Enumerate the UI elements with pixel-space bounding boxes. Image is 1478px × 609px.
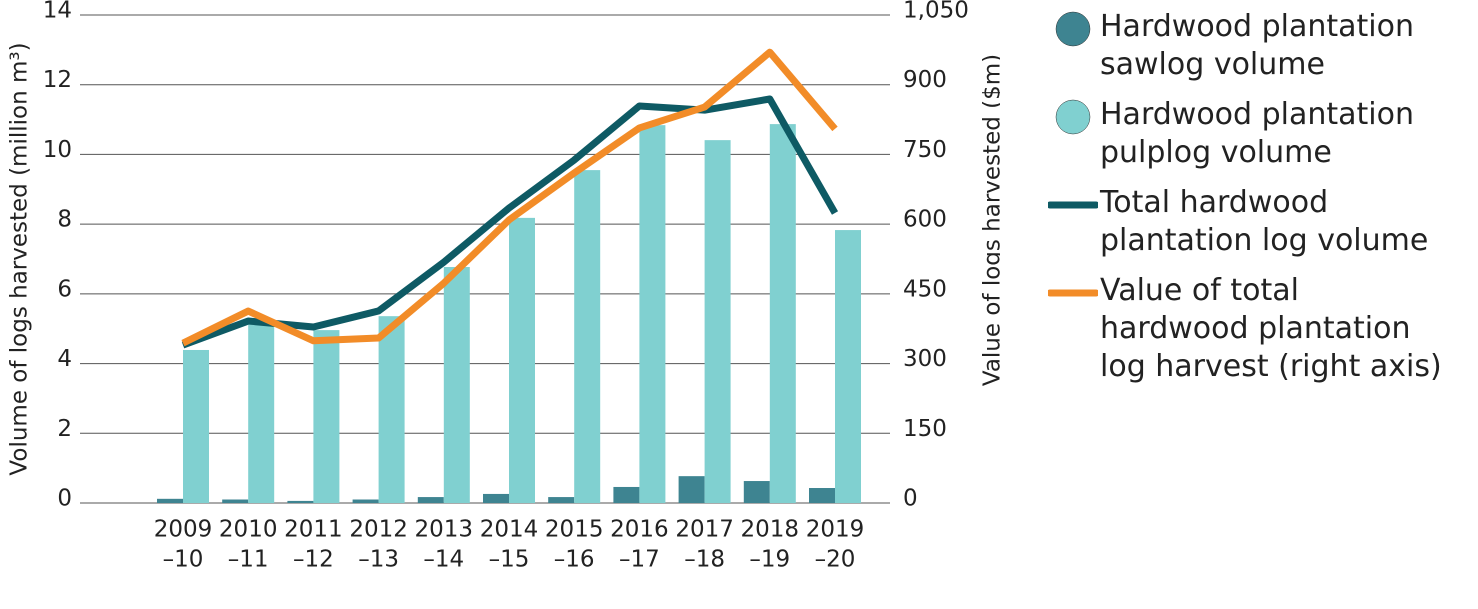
x-tick-label: 2013 — [415, 517, 474, 543]
legend-swatch — [1048, 201, 1098, 209]
y2-tick-label: 600 — [903, 207, 947, 233]
y2-tick-label: 750 — [903, 137, 947, 163]
x-tick-label: –12 — [293, 547, 334, 573]
legend-marker — [1055, 11, 1091, 47]
bar — [483, 493, 509, 503]
y2-tick-label: 150 — [903, 416, 947, 442]
y-tick-label: 10 — [43, 137, 72, 163]
bar — [548, 497, 575, 503]
bar — [417, 497, 444, 503]
x-tick-label: 2011 — [284, 517, 343, 543]
x-tick-label: –14 — [423, 547, 464, 573]
y-tick-label: 12 — [43, 67, 72, 93]
legend-label: Total hardwood plantation log volume — [1100, 185, 1429, 258]
x-tick-label: –10 — [163, 547, 204, 573]
x-tick-label: 2014 — [480, 517, 539, 543]
x-tick-label: –17 — [619, 547, 660, 573]
x-tick-label: 2010 — [219, 517, 278, 543]
y-tick-label: 14 — [43, 0, 72, 24]
y2-tick-label: 900 — [903, 67, 947, 93]
x-tick-label: 2019 — [806, 517, 865, 543]
bar — [222, 499, 249, 503]
x-tick-label: 2009 — [154, 517, 213, 543]
legend-label: Hardwood plantation pulplog volume — [1100, 97, 1415, 170]
x-tick-label: 2017 — [675, 517, 734, 543]
bar — [769, 124, 796, 504]
legend-item: Hardwood plantation pulplog volume — [1040, 96, 1450, 172]
legend-label: Hardwood plantation sawlog volume — [1100, 9, 1415, 82]
bar — [639, 125, 666, 504]
legend: Hardwood plantation sawlog volume Hardwoo… — [1040, 8, 1470, 398]
x-tick-label: –15 — [489, 547, 530, 573]
bar — [704, 140, 731, 503]
legend-item: Total hardwood plantation log volume — [1040, 184, 1450, 260]
legend-swatch — [1055, 11, 1091, 47]
bar — [378, 316, 405, 503]
bar — [352, 499, 379, 503]
y2-tick-label: 0 — [903, 486, 918, 512]
x-tick-label: –19 — [749, 547, 790, 573]
y-tick-label: 2 — [57, 416, 72, 442]
line-series — [181, 48, 838, 347]
y-tick-label: 4 — [57, 346, 72, 372]
bar — [183, 349, 209, 503]
x-tick-label: –11 — [228, 547, 269, 573]
bar — [509, 217, 535, 503]
y-tick-label: 6 — [57, 276, 72, 302]
legend-swatch — [1048, 289, 1098, 297]
bar — [443, 267, 470, 503]
y2-tick-label: 450 — [903, 276, 947, 302]
bar — [743, 481, 770, 503]
bar — [313, 330, 340, 503]
legend-item: Value of total hardwood plantation log h… — [1040, 272, 1450, 386]
x-tick-label: 2012 — [349, 517, 408, 543]
bar — [287, 500, 314, 503]
bar — [157, 498, 183, 503]
x-tick-label: 2018 — [741, 517, 800, 543]
x-tick-label: –16 — [554, 547, 595, 573]
y2-axis-title: Value of logs harvested ($m) — [980, 54, 1001, 386]
chart: Volume of logs harvested (million m³) Va… — [7, 0, 1006, 573]
bar — [809, 488, 835, 503]
x-tick-label: –20 — [815, 547, 856, 573]
y-tick-label: 0 — [57, 486, 72, 512]
bar — [613, 486, 640, 503]
x-tick-label: –13 — [358, 547, 399, 573]
legend-item: Hardwood plantation sawlog volume — [1040, 8, 1450, 84]
y2-tick-label: 300 — [903, 346, 947, 372]
y2-tick-label: 1,050 — [903, 0, 969, 24]
y-tick-label: 8 — [57, 207, 72, 233]
x-tick-label: 2016 — [610, 517, 669, 543]
legend-label: Value of total hardwood plantation log h… — [1100, 273, 1442, 384]
legend-swatch — [1055, 99, 1091, 135]
bar — [835, 230, 861, 503]
y-axis-title: Volume of logs harvested (million m³) — [7, 42, 33, 475]
x-tick-label: –18 — [684, 547, 725, 573]
line-series — [181, 95, 839, 349]
bar — [678, 476, 705, 503]
x-tick-label: 2015 — [545, 517, 604, 543]
bar — [574, 170, 601, 503]
legend-marker — [1055, 99, 1091, 135]
bar — [248, 321, 275, 503]
